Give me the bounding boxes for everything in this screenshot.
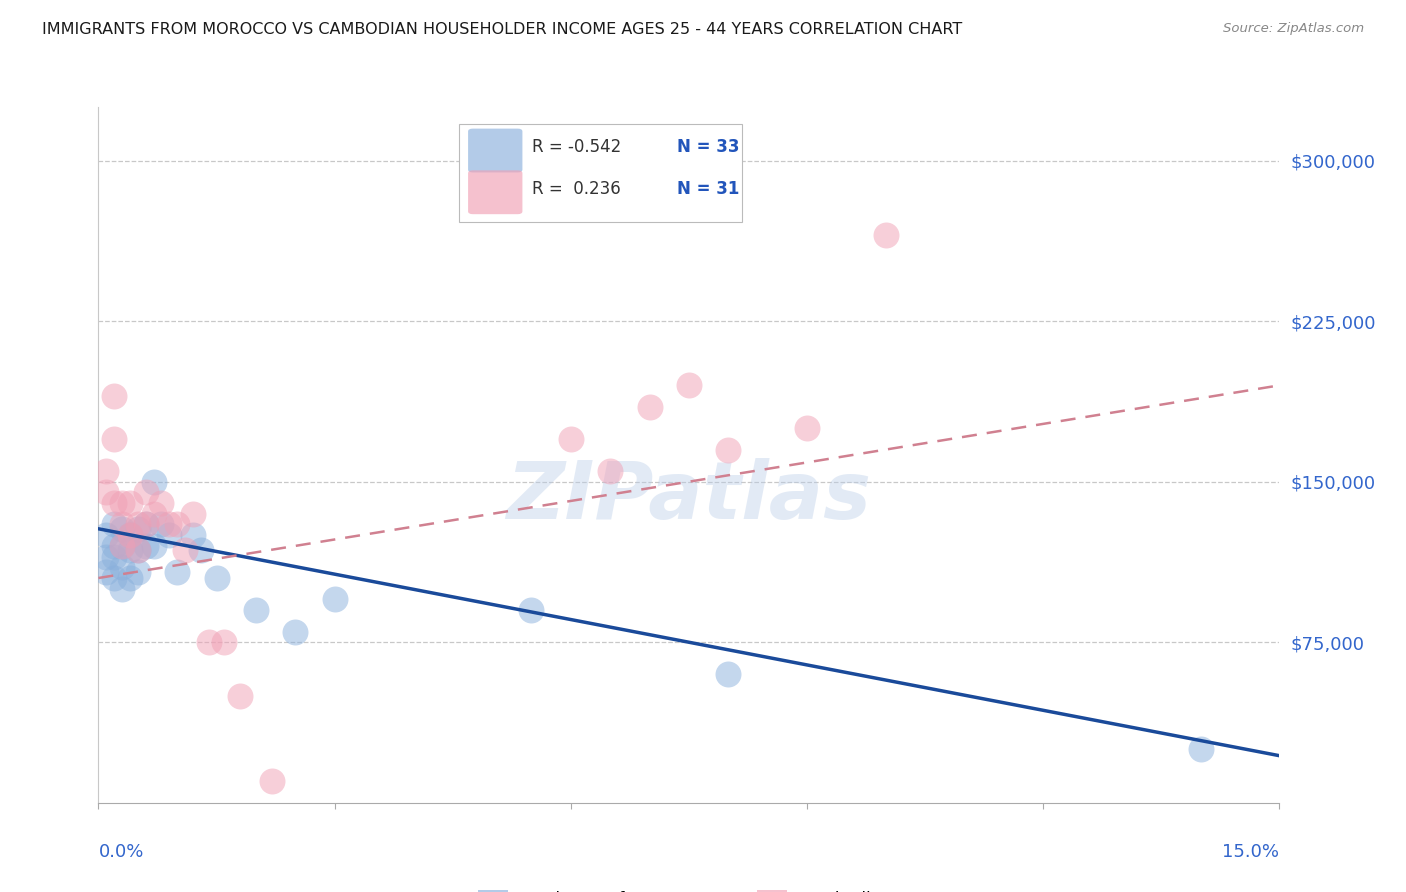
FancyBboxPatch shape xyxy=(468,170,523,214)
Point xyxy=(96,549,118,564)
Point xyxy=(96,528,118,542)
Point xyxy=(118,571,141,585)
Point xyxy=(118,528,141,542)
Point xyxy=(245,603,267,617)
Point xyxy=(96,565,118,579)
Legend: Immigrants from Morocco, Cambodians: Immigrants from Morocco, Cambodians xyxy=(471,884,907,892)
Point xyxy=(157,517,180,532)
Point xyxy=(111,560,134,574)
Point xyxy=(111,539,134,553)
Text: N = 33: N = 33 xyxy=(678,138,740,156)
Point xyxy=(127,543,149,558)
Point xyxy=(174,543,197,558)
Point xyxy=(103,517,125,532)
Point xyxy=(111,522,134,536)
Point xyxy=(142,539,165,553)
Point xyxy=(260,774,283,789)
Point xyxy=(142,475,165,489)
Point xyxy=(118,543,141,558)
Point xyxy=(96,464,118,478)
Point xyxy=(181,507,204,521)
Point xyxy=(166,517,188,532)
Point xyxy=(599,464,621,478)
Text: R = -0.542: R = -0.542 xyxy=(531,138,621,156)
Point xyxy=(205,571,228,585)
Point xyxy=(796,421,818,435)
Point xyxy=(214,635,236,649)
Point xyxy=(150,496,173,510)
Point xyxy=(181,528,204,542)
Point xyxy=(111,539,134,553)
Point xyxy=(638,400,661,414)
Point xyxy=(135,517,157,532)
Point xyxy=(142,507,165,521)
Point xyxy=(135,517,157,532)
Point xyxy=(103,432,125,446)
Point xyxy=(157,528,180,542)
Point xyxy=(118,528,141,542)
Text: ZIPatlas: ZIPatlas xyxy=(506,458,872,536)
Point xyxy=(284,624,307,639)
Point xyxy=(717,442,740,457)
Point xyxy=(1189,742,1212,756)
Point xyxy=(111,496,134,510)
Point xyxy=(96,485,118,500)
Point xyxy=(190,543,212,558)
Point xyxy=(103,389,125,403)
Text: R =  0.236: R = 0.236 xyxy=(531,180,620,198)
Point xyxy=(127,522,149,536)
Text: Source: ZipAtlas.com: Source: ZipAtlas.com xyxy=(1223,22,1364,36)
Point xyxy=(678,378,700,392)
Point xyxy=(197,635,219,649)
Point xyxy=(103,539,125,553)
FancyBboxPatch shape xyxy=(468,128,523,172)
Point xyxy=(118,496,141,510)
Point xyxy=(560,432,582,446)
Point xyxy=(111,582,134,596)
Point xyxy=(135,539,157,553)
Point xyxy=(127,517,149,532)
Point xyxy=(717,667,740,681)
Point xyxy=(875,228,897,243)
Text: 15.0%: 15.0% xyxy=(1222,843,1279,861)
Point xyxy=(103,549,125,564)
Point xyxy=(166,565,188,579)
Point xyxy=(150,517,173,532)
Text: IMMIGRANTS FROM MOROCCO VS CAMBODIAN HOUSEHOLDER INCOME AGES 25 - 44 YEARS CORRE: IMMIGRANTS FROM MOROCCO VS CAMBODIAN HOU… xyxy=(42,22,963,37)
Point xyxy=(111,517,134,532)
Point xyxy=(135,485,157,500)
Point xyxy=(127,565,149,579)
Point xyxy=(323,592,346,607)
Text: 0.0%: 0.0% xyxy=(98,843,143,861)
Point xyxy=(103,571,125,585)
Point xyxy=(127,543,149,558)
FancyBboxPatch shape xyxy=(458,124,742,222)
Point xyxy=(103,496,125,510)
Text: N = 31: N = 31 xyxy=(678,180,740,198)
Point xyxy=(229,689,252,703)
Point xyxy=(520,603,543,617)
